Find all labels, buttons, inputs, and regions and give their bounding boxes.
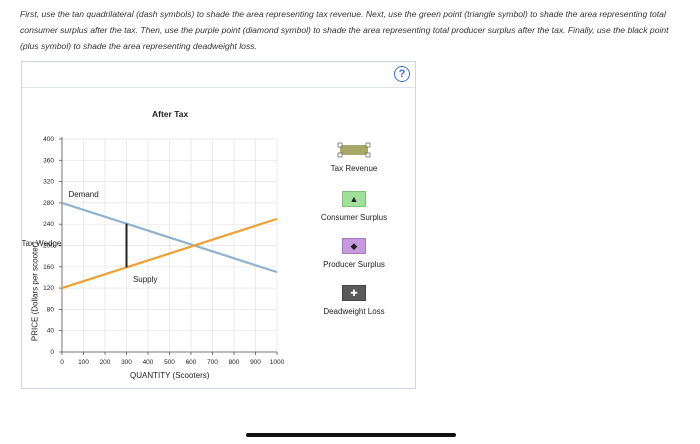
dash-quadrilateral-icon[interactable] — [337, 142, 371, 158]
triangle-icon[interactable]: ▲ — [342, 191, 366, 207]
y-tick-label: 120 — [43, 285, 54, 292]
y-tick-label: 0 — [50, 349, 54, 356]
consumer-surplus-tool[interactable]: ▲ Consumer Surplus — [294, 191, 414, 222]
chart-title: After Tax — [152, 109, 189, 119]
x-tick-label: 200 — [100, 359, 111, 366]
y-tick-label: 360 — [43, 157, 54, 164]
x-tick-label: 300 — [121, 359, 132, 366]
x-tick-label: 100 — [78, 359, 89, 366]
x-tick-label: 600 — [186, 359, 197, 366]
x-tick-label: 400 — [143, 359, 154, 366]
y-tick-label: 40 — [47, 328, 55, 335]
y-tick-label: 320 — [43, 179, 54, 186]
help-icon[interactable]: ? — [394, 66, 410, 82]
plus-icon[interactable]: ✚ — [342, 285, 366, 301]
demand-label: Demand — [68, 190, 98, 199]
consumer-surplus-label: Consumer Surplus — [320, 213, 388, 222]
x-tick-label: 0 — [60, 359, 64, 366]
chart-area[interactable]: 0 40 80 120 160 200 240 280 320 360 400 0 100 200 300 4… — [22, 62, 417, 390]
tax-revenue-tool[interactable]: Tax Revenue — [294, 142, 414, 173]
tax-revenue-label: Tax Revenue — [330, 164, 378, 173]
producer-surplus-tool[interactable]: ◆ Producer Surplus — [294, 238, 414, 269]
series-line-supply — [61, 217, 278, 290]
y-tick-label: 400 — [43, 136, 54, 143]
y-tick-label: 280 — [43, 200, 54, 207]
diamond-icon[interactable]: ◆ — [342, 238, 366, 254]
supply-label: Supply — [133, 275, 157, 284]
panel-topbar: ? — [22, 62, 415, 88]
deadweight-loss-tool[interactable]: ✚ Deadweight Loss — [294, 285, 414, 316]
y-tick-label: 80 — [47, 306, 55, 313]
series-line-demand — [61, 201, 278, 274]
x-tick-label: 1000 — [270, 359, 285, 366]
x-tick-label: 900 — [250, 359, 261, 366]
deadweight-loss-label: Deadweight Loss — [323, 307, 385, 316]
instructions-text: First, use the tan quadrilateral (dash s… — [20, 9, 669, 51]
graph-panel: ? After Tax PRICE (Dollars per scooter) … — [21, 61, 416, 389]
y-tick-label: 200 — [43, 243, 54, 250]
x-tick-label: 800 — [229, 359, 240, 366]
tax-wedge-label: Tax Wedge — [22, 239, 62, 248]
producer-surplus-label: Producer Surplus — [323, 260, 385, 269]
home-indicator — [246, 433, 456, 437]
y-tick-label: 160 — [43, 264, 54, 271]
x-tick-label: 500 — [164, 359, 175, 366]
x-axis-label: QUANTITY (Scooters) — [130, 371, 210, 380]
x-tick-label: 700 — [207, 359, 218, 366]
y-tick-label: 240 — [43, 221, 54, 228]
